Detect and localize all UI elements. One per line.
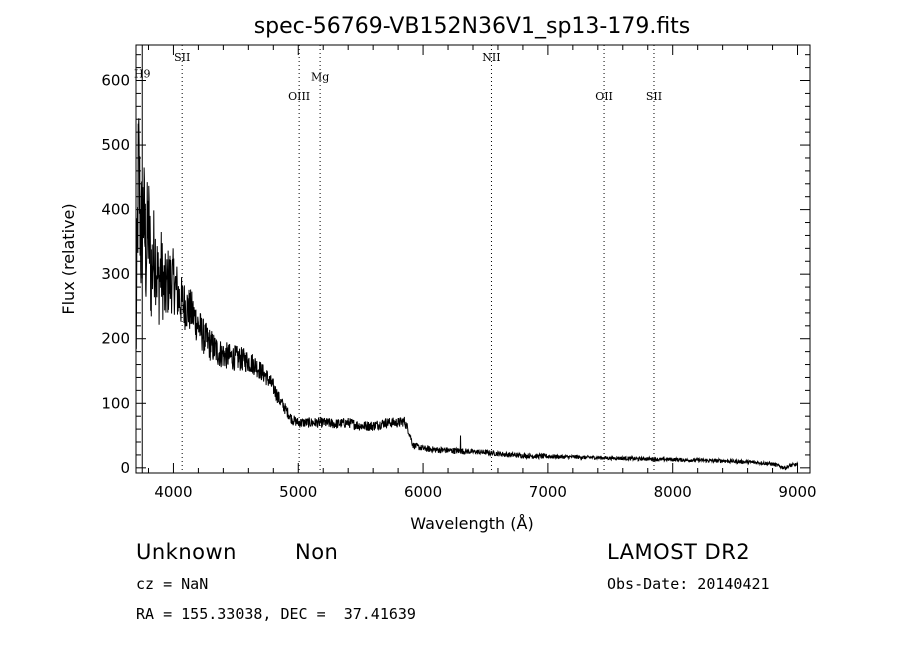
- spectral-line-label-1: SII: [174, 51, 190, 64]
- y-axis-label: Flux (relative): [59, 203, 78, 314]
- x-tick-label-1: 5000: [279, 483, 317, 501]
- spectral-line-label-3: Mg: [311, 71, 329, 84]
- spectrum-series: [135, 118, 798, 471]
- x-axis-label: Wavelength (Å): [410, 514, 533, 533]
- survey-name: LAMOST DR2: [607, 540, 751, 564]
- observation-date: Obs-Date: 20140421: [607, 575, 770, 593]
- y-tick-label-5: 500: [101, 136, 130, 154]
- plot-frame: [135, 44, 811, 474]
- y-tick-label-3: 300: [101, 265, 130, 283]
- x-tick-label-4: 8000: [654, 483, 692, 501]
- spectral-class: Unknown: [136, 540, 237, 564]
- spectral-line-label-2: OIII: [288, 90, 310, 103]
- spectrum-line: [135, 118, 798, 471]
- axis-ticks: 4000 5000 6000 7000 8000 9000 0 100 200 300 400 500…: [101, 45, 817, 501]
- y-tick-label-2: 200: [101, 330, 130, 348]
- spectral-line-label-5: OII: [595, 90, 613, 103]
- y-tick-label-1: 100: [101, 394, 130, 412]
- x-tick-label-3: 7000: [529, 483, 567, 501]
- spectral-line-label-4: NII: [482, 51, 500, 64]
- spectral-line-label-6: SII: [646, 90, 662, 103]
- y-tick-label-0: 0: [120, 459, 130, 477]
- coordinates: RA = 155.33038, DEC = 37.41639: [136, 605, 416, 623]
- spectral-subclass: Non: [295, 540, 339, 564]
- x-tick-label-5: 9000: [778, 483, 816, 501]
- y-tick-label-4: 400: [101, 201, 130, 219]
- chart-title: spec-56769-VB152N36V1_sp13-179.fits: [254, 14, 691, 39]
- redshift-cz: cz = NaN: [136, 575, 209, 593]
- x-tick-label-0: 4000: [154, 483, 192, 501]
- y-tick-label-6: 600: [101, 72, 130, 90]
- spectral-line-label-0: H9: [134, 67, 151, 80]
- x-tick-label-2: 6000: [404, 483, 442, 501]
